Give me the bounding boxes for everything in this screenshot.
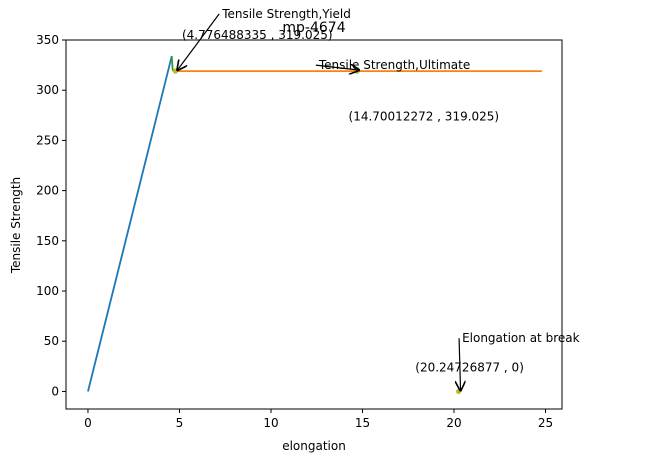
x-tick-label: 20 (446, 416, 461, 430)
annotation-arrow (177, 13, 220, 70)
x-tick-label: 15 (355, 416, 370, 430)
y-tick-label: 150 (36, 234, 59, 248)
annotation-label: Tensile Strength,Yield (221, 7, 351, 21)
annotation-coords: (20.24726877 , 0) (415, 360, 524, 374)
chart-title: mp-4674 (282, 20, 345, 36)
data-point (172, 68, 178, 74)
x-tick-label: 10 (263, 416, 278, 430)
x-tick-label: 5 (176, 416, 184, 430)
y-tick-label: 350 (36, 33, 59, 47)
y-tick-label: 250 (36, 133, 59, 147)
plot-frame (65, 39, 563, 410)
annotations: Tensile Strength,Yield (4.776488335 , 319… (177, 7, 580, 391)
annotation-label: Tensile Strength,Ultimate (318, 58, 470, 72)
x-axis: 0 5 10 15 20 25 (84, 409, 553, 430)
y-tick-label: 300 (36, 83, 59, 97)
x-tick-label: 25 (538, 416, 553, 430)
y-axis: 0 50 100 150 200 250 300 350 (36, 33, 66, 398)
annotation-arrow (459, 338, 460, 390)
annotation-coords: (4.776488335 , 319.025) (182, 28, 333, 42)
y-tick-label: 100 (36, 284, 59, 298)
y-tick-label: 200 (36, 184, 59, 198)
y-axis-label: Tensile Strength (9, 177, 23, 274)
annotation-label: Elongation at break (462, 331, 580, 345)
y-tick-label: 50 (44, 334, 59, 348)
series-line (87, 55, 173, 392)
y-tick-label: 0 (51, 384, 59, 398)
annotation-coords: (14.70012272 , 319.025) (349, 109, 500, 123)
annotation-arrow (315, 65, 359, 70)
x-tick-label: 0 (84, 416, 92, 430)
x-axis-label: elongation (282, 439, 346, 453)
